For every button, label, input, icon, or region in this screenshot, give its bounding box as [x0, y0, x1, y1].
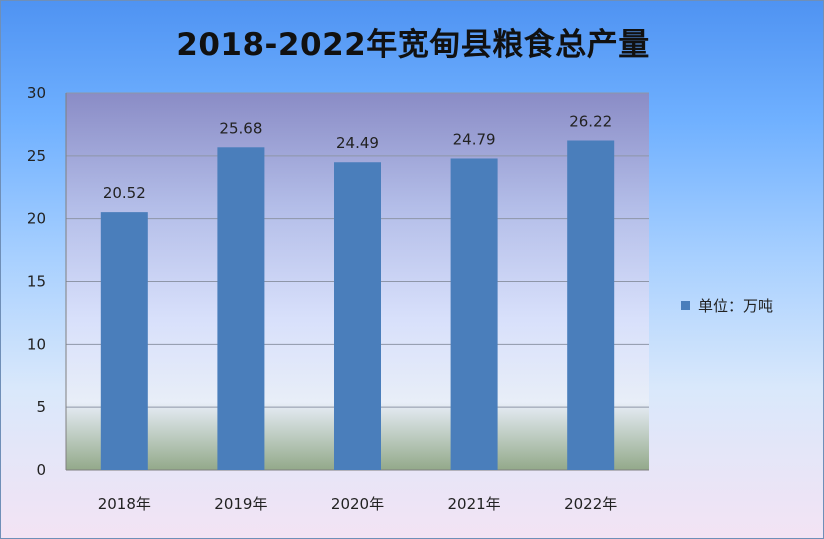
x-tick-label: 2018年 [98, 495, 151, 513]
bar [217, 147, 265, 470]
chart-title: 2018-2022年宽甸县粮食总产量 [176, 27, 650, 63]
x-tick-label: 2022年 [564, 495, 617, 513]
bar [100, 212, 148, 470]
y-tick-label: 0 [36, 461, 46, 479]
y-tick-label: 5 [36, 398, 46, 416]
x-tick-label: 2019年 [214, 495, 267, 513]
y-tick-label: 15 [27, 273, 46, 291]
data-label: 26.22 [569, 113, 612, 131]
bar [334, 162, 381, 470]
y-tick-label: 25 [27, 147, 46, 165]
legend-swatch [681, 301, 690, 310]
data-label: 24.79 [453, 130, 496, 148]
data-label: 24.49 [336, 134, 379, 152]
x-tick-label: 2020年 [331, 495, 384, 513]
data-label: 25.68 [219, 119, 262, 137]
y-tick-label: 10 [27, 335, 46, 353]
bar [567, 140, 615, 470]
x-tick-label: 2021年 [448, 495, 501, 513]
data-label: 20.52 [103, 184, 146, 202]
bar [450, 158, 498, 470]
legend: 单位：万吨 [681, 295, 773, 316]
legend-label: 单位：万吨 [698, 297, 774, 315]
y-tick-label: 20 [27, 210, 46, 228]
y-tick-label: 30 [27, 84, 46, 102]
